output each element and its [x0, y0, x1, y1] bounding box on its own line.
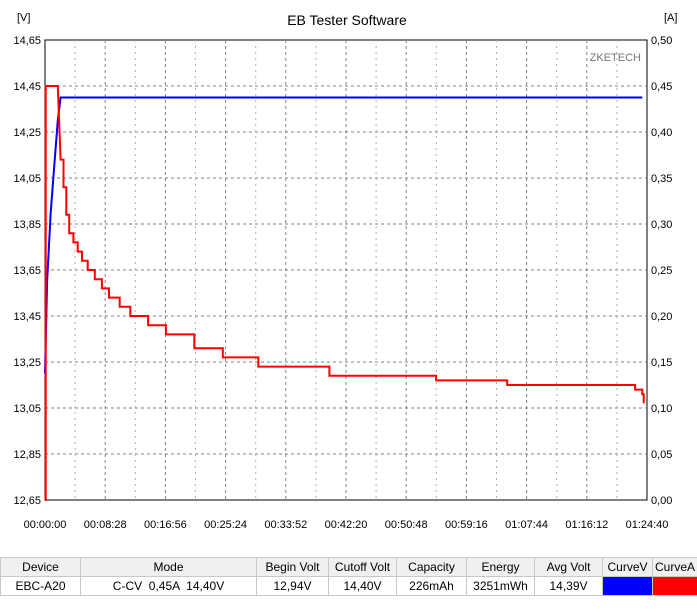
y-right-tick-label: 0,50	[651, 35, 672, 47]
cell-device: EBC-A20	[0, 576, 81, 596]
x-tick-label: 00:59:16	[445, 519, 488, 531]
y-left-tick-label: 13,25	[13, 357, 41, 369]
table-row[interactable]: EBC-A20 C-CV 0,45A 14,40V 12,94V 14,40V …	[0, 576, 697, 596]
y-left-tick-label: 13,45	[13, 311, 41, 323]
cell-curve-v[interactable]	[602, 576, 653, 596]
y-left-tick-label: 12,85	[13, 449, 41, 461]
cell-begin-volt: 12,94V	[256, 576, 329, 596]
y-left-tick-label: 14,65	[13, 35, 41, 47]
x-tick-label: 01:16:12	[565, 519, 608, 531]
x-tick-label: 00:25:24	[204, 519, 247, 531]
y-right-tick-label: 0,15	[651, 357, 672, 369]
x-tick-label: 01:24:40	[626, 519, 669, 531]
y-left-tick-label: 14,45	[13, 81, 41, 93]
y-right-tick-label: 0,35	[651, 173, 672, 185]
tick-labels: 14,65 14,45 14,25 14,05 13,85 13,65 13,45 13,25…	[13, 35, 672, 531]
x-tick-label: 00:08:28	[84, 519, 127, 531]
right-axis-unit: [A]	[664, 12, 677, 24]
header-mode: Mode	[80, 557, 257, 577]
info-table: Device Mode Begin Volt Cutoff Volt Capac…	[0, 557, 697, 596]
y-left-tick-label: 13,65	[13, 265, 41, 277]
header-device: Device	[0, 557, 81, 577]
y-right-tick-label: 0,05	[651, 449, 672, 461]
x-tick-label: 00:33:52	[264, 519, 307, 531]
x-tick-label: 00:50:48	[385, 519, 428, 531]
y-right-tick-label: 0,10	[651, 403, 672, 415]
y-left-tick-label: 13,05	[13, 403, 41, 415]
header-cutoff-volt: Cutoff Volt	[328, 557, 397, 577]
cell-capacity: 226mAh	[396, 576, 467, 596]
chart: EB Tester Software [V] [A] ZKETECH 14,65…	[13, 12, 677, 531]
voltage-series-line	[44, 96, 643, 374]
header-avg-volt: Avg Volt	[534, 557, 603, 577]
table-header-row: Device Mode Begin Volt Cutoff Volt Capac…	[0, 557, 697, 577]
header-energy: Energy	[466, 557, 535, 577]
y-right-tick-label: 0,00	[651, 495, 672, 507]
header-capacity: Capacity	[396, 557, 467, 577]
cell-curve-a[interactable]	[652, 576, 697, 596]
y-left-tick-label: 12,65	[13, 495, 41, 507]
y-right-tick-label: 0,45	[651, 81, 672, 93]
cell-avg-volt: 14,39V	[534, 576, 603, 596]
header-curve-v: CurveV	[602, 557, 653, 577]
watermark: ZKETECH	[590, 52, 641, 64]
series-layer	[44, 85, 645, 501]
y-left-tick-label: 14,05	[13, 173, 41, 185]
cell-cutoff-volt: 14,40V	[328, 576, 397, 596]
cell-mode: C-CV 0,45A 14,40V	[80, 576, 257, 596]
x-tick-label: 00:42:20	[325, 519, 368, 531]
chart-title: EB Tester Software	[287, 12, 407, 28]
y-right-tick-label: 0,25	[651, 265, 672, 277]
y-right-tick-label: 0,40	[651, 127, 672, 139]
x-tick-label: 00:00:00	[24, 519, 67, 531]
grid	[45, 40, 647, 500]
header-begin-volt: Begin Volt	[256, 557, 329, 577]
y-right-tick-label: 0,20	[651, 311, 672, 323]
y-left-tick-label: 14,25	[13, 127, 41, 139]
header-curve-a: CurveA	[652, 557, 697, 577]
y-right-tick-label: 0,30	[651, 219, 672, 231]
y-left-tick-label: 13,85	[13, 219, 41, 231]
x-tick-label: 01:07:44	[505, 519, 548, 531]
curve-a-swatch[interactable]	[653, 577, 697, 595]
cell-energy: 3251mWh	[466, 576, 535, 596]
current-series-line	[44, 85, 645, 501]
left-axis-unit: [V]	[17, 12, 30, 24]
curve-v-swatch[interactable]	[603, 577, 652, 595]
x-tick-label: 00:16:56	[144, 519, 187, 531]
